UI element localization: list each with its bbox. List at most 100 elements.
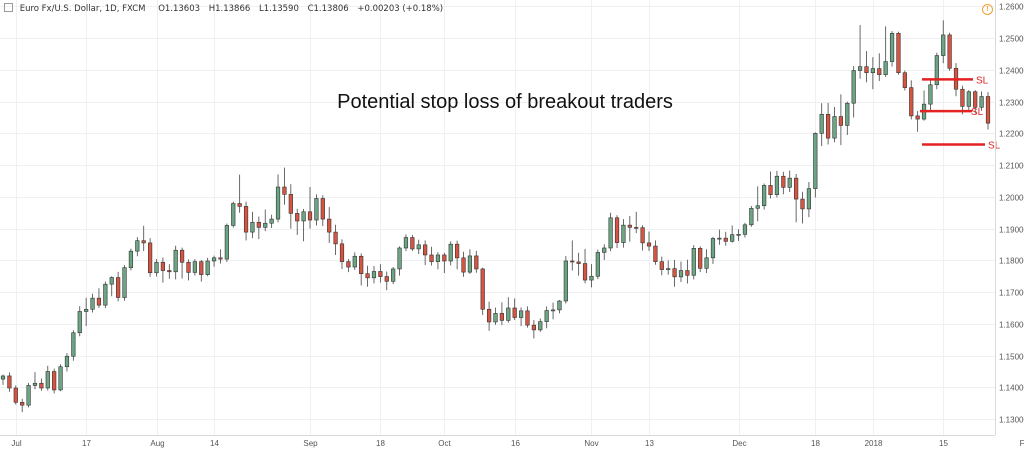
candle-body [723,237,728,242]
candle-body [640,227,645,244]
candle [531,320,536,339]
candle-body [794,177,799,200]
candle [20,398,25,413]
candle [173,245,178,280]
candle-body [320,198,325,220]
price-axis[interactable]: 1.26000 1.25000 1.24000 1.23000 1.22000 1.210… [995,0,1024,435]
candle [231,201,236,228]
candle-body [135,240,140,252]
candle-body [870,68,875,74]
candle [474,250,479,273]
candle [160,257,166,283]
time-tick-label: 15 [939,439,948,448]
candle-body [646,242,652,247]
candle-body [307,211,313,221]
candle [659,256,664,276]
candle-body [435,254,441,262]
candle [192,259,197,276]
candle [211,255,217,267]
high-value: H1.13866 [208,4,251,14]
candle [116,271,121,302]
candle-body [365,273,370,279]
candle-body [199,261,204,275]
candle-body [800,198,805,210]
candle-body [403,237,409,249]
candle [646,231,652,251]
candle-body [231,203,236,226]
price-tick-label: 1.23000 [999,99,1024,108]
candle-body [506,307,511,321]
candle [710,236,716,264]
collapse-icon[interactable] [4,3,13,12]
candle-body [518,310,524,318]
candle-body [179,249,185,263]
chart-annotation: Potential stop loss of breakout traders [337,91,673,113]
candle [902,70,907,91]
candle-body [448,243,453,262]
candle [602,244,607,261]
candle [985,92,991,130]
candle-body [359,255,364,275]
candle [442,252,447,274]
time-axis[interactable]: Jul17Aug14Sep18Oct16Nov13Dec18201815Feb1… [0,435,1024,449]
candle-body [84,308,89,312]
candle-body [857,66,863,71]
time-tick-label: Sep [303,439,318,448]
candle-body [96,297,102,306]
candle [243,201,249,241]
candle [576,252,581,276]
candle [275,174,281,223]
candle [570,240,575,271]
time-tick-label: Feb [1020,439,1024,448]
candle-body [755,205,760,209]
low-value: L1.13590 [258,4,299,14]
price-tick-label: 1.24000 [999,67,1024,76]
candle [832,107,837,143]
candle [346,259,351,273]
time-tick-label: 13 [645,439,654,448]
price-tick-label: 1.14000 [999,384,1024,393]
candle [487,301,492,331]
candle [979,91,984,111]
candle-body [20,401,25,406]
candle-body [966,91,971,107]
candle [742,222,748,238]
candle [966,90,971,112]
candle [397,246,402,276]
time-tick-label: Jul [11,439,21,448]
candle [333,224,338,255]
candle-body [653,245,658,262]
candle [525,306,530,328]
candle [582,248,588,284]
candle-body [819,114,824,134]
price-tick-label: 1.19000 [999,226,1024,235]
candle-body [736,234,741,236]
candle-body [883,61,888,75]
price-tick-label: 1.25000 [999,35,1024,44]
candle-body [902,72,907,88]
candle-body [608,217,613,249]
candle-body [825,114,831,139]
candle-body [512,307,517,318]
candle [71,330,76,361]
candle [640,225,645,251]
candle [64,353,70,372]
candle [455,240,460,270]
price-tick-label: 1.18000 [999,257,1024,266]
candle [327,207,332,243]
candle [26,382,31,408]
time-tick-label: Nov [584,439,598,448]
candle [915,111,920,132]
time-tick-label: 14 [210,439,219,448]
candle [250,211,255,239]
candle [883,26,888,77]
candle-body [263,222,268,228]
candle-body [58,366,63,391]
alert-clock-icon[interactable]: ! [982,4,993,15]
candle [103,281,108,308]
candle [7,372,12,392]
candle [205,257,210,277]
candle [314,194,319,226]
candle [359,253,364,286]
